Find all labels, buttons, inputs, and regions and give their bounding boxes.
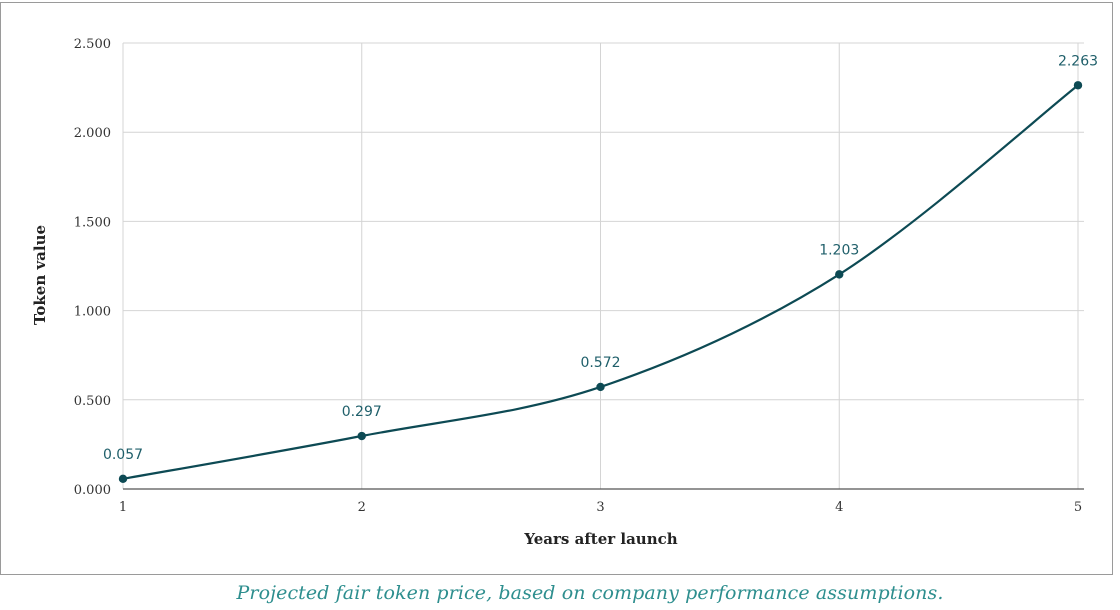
x-tick-label: 4 [835,500,843,515]
y-tick-label: 0.000 [74,483,111,498]
data-points [118,81,1083,484]
x-tick-label: 3 [596,500,604,515]
data-label: 2.263 [1058,53,1098,69]
grid [122,42,1084,489]
data-label: 1.203 [819,242,859,258]
data-point[interactable] [835,270,844,279]
data-point[interactable] [357,431,366,441]
x-axis-title: Years after launch [523,530,677,548]
data-point[interactable] [1073,81,1083,90]
chart-caption: Projected fair token price, based on com… [236,582,944,604]
x-tick-label: 2 [358,500,366,515]
data-point[interactable] [596,382,605,392]
series-path [122,84,1079,480]
y-tick-labels: 0.000 0.500 1.000 1.500 2.000 2.500 [74,37,111,498]
data-labels: 0.057 0.297 0.572 1.203 2.263 [103,53,1098,463]
data-point[interactable] [118,474,128,484]
y-tick-label: 0.500 [74,394,111,409]
y-tick-label: 2.500 [74,37,111,52]
y-axis-title: Token value [31,225,49,325]
data-label: 0.297 [342,404,382,420]
x-tick-label: 5 [1074,500,1082,515]
x-tick-label: 1 [119,500,127,515]
y-tick-label: 1.500 [74,215,111,230]
y-tick-label: 1.000 [74,305,111,320]
line-chart: 0.000 0.500 1.000 1.500 2.000 2.500 1 2 3 4 5 0.0… [31,37,1098,548]
data-label: 0.572 [580,355,620,371]
chart-frame: 0.000 0.500 1.000 1.500 2.000 2.500 1 2 3 4 5 0.0… [0,2,1113,575]
data-label: 0.057 [103,447,143,463]
x-tick-labels: 1 2 3 4 5 [119,500,1082,515]
series-line [122,84,1079,480]
y-tick-label: 2.000 [74,126,111,141]
